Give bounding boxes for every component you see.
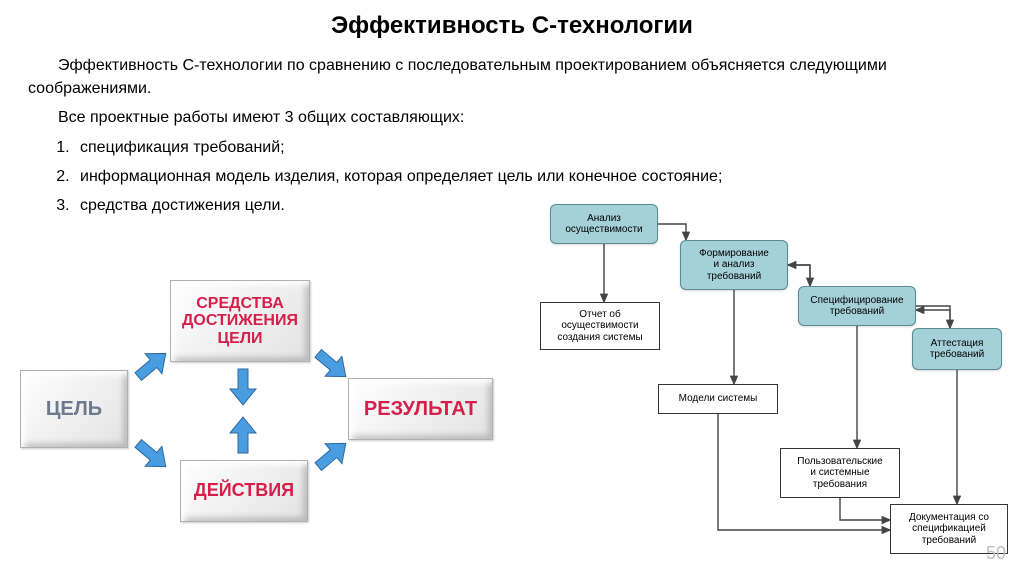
body-text: Эффективность С-технологии по сравнению … (0, 40, 1024, 217)
left-diagram: ЦЕЛЬ СРЕДСТВАДОСТИЖЕНИЯЦЕЛИ ДЕЙСТВИЯ РЕЗУЛЬ… (20, 270, 505, 540)
flowchart-node-n4: Аттестациятребований (912, 328, 1002, 370)
flowchart-node-n3: Специфицированиетребований (798, 286, 916, 326)
flowchart-node-n2: Формированиеи анализтребований (680, 240, 788, 290)
flowchart-node-n1: Анализосуществимости (550, 204, 658, 244)
page-title: Эффективность С-технологии (0, 0, 1024, 40)
arrow-icon (228, 415, 258, 455)
arrow-icon (228, 367, 258, 407)
flowchart-edge-4 (788, 265, 810, 286)
bevel-node-goal: ЦЕЛЬ (20, 370, 128, 448)
bevel-node-result: РЕЗУЛЬТАТ (348, 378, 493, 440)
bevel-node-actions: ДЕЙСТВИЯ (180, 460, 308, 522)
flowchart-edge-10 (840, 498, 890, 520)
right-flowchart: Анализосуществимости Формированиеи анализ… (510, 200, 1015, 560)
flowchart-node-b2: Модели системы (658, 384, 778, 414)
flowchart-node-b1: Отчет обосуществимостисоздания системы (540, 302, 660, 350)
flowchart-edge-6 (916, 306, 950, 328)
paragraph-2: Все проектные работы имеют 3 общих соста… (28, 106, 996, 129)
flowchart-edge-1 (658, 224, 686, 240)
paragraph-1: Эффективность С-технологии по сравнению … (28, 54, 996, 100)
flowchart-edge-7 (916, 310, 950, 328)
flowchart-edge-3 (788, 265, 810, 286)
list-item-2: информационная модель изделия, которая о… (74, 165, 996, 188)
page-number: 50 (986, 543, 1006, 564)
bevel-node-means: СРЕДСТВАДОСТИЖЕНИЯЦЕЛИ (170, 280, 310, 362)
arrow-icon (127, 431, 177, 480)
list-item-1: спецификация требований; (74, 136, 996, 159)
flowchart-node-b3: Пользовательскиеи системныетребования (780, 448, 900, 498)
